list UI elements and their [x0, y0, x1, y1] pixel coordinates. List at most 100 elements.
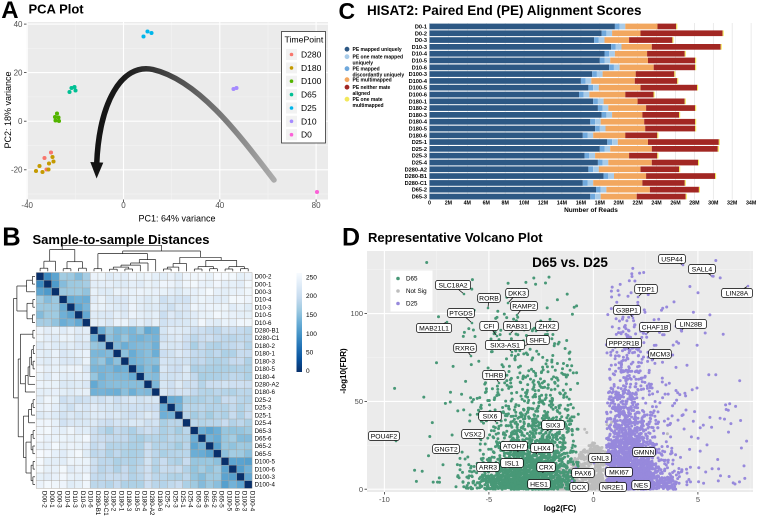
svg-text:D0-3: D0-3 [415, 38, 427, 44]
svg-text:20: 20 [14, 68, 23, 77]
svg-text:D25-4: D25-4 [187, 491, 194, 508]
svg-text:D65-2: D65-2 [255, 443, 272, 450]
svg-text:PC1: 64% variance: PC1: 64% variance [138, 214, 215, 224]
svg-text:D25-4: D25-4 [412, 161, 428, 167]
svg-text:D10-4: D10-4 [63, 491, 70, 508]
svg-text:aligned: aligned [353, 91, 371, 97]
svg-text:D180-1: D180-1 [117, 491, 124, 512]
svg-text:D280-C1: D280-C1 [102, 491, 109, 516]
svg-text:D25-2: D25-2 [255, 397, 272, 404]
svg-text:30M: 30M [708, 201, 719, 207]
svg-text:D25-2: D25-2 [164, 491, 171, 508]
svg-text:6M: 6M [483, 201, 491, 207]
svg-text:D25-4: D25-4 [255, 420, 272, 427]
svg-text:D180-4: D180-4 [255, 374, 276, 381]
svg-text:D00-2: D00-2 [255, 274, 272, 281]
svg-text:18M: 18M [595, 201, 606, 207]
svg-text:D180-5: D180-5 [409, 127, 427, 133]
svg-text:0: 0 [18, 117, 23, 126]
svg-text:D180-3: D180-3 [409, 113, 427, 119]
svg-text:PC2: 18% variance: PC2: 18% variance [3, 71, 13, 148]
svg-text:C: C [339, 0, 356, 24]
svg-text:D280-B1: D280-B1 [405, 174, 427, 180]
svg-text:80: 80 [312, 201, 321, 210]
svg-text:PE multimapped: PE multimapped [353, 78, 392, 84]
svg-text:discordantly uniquely: discordantly uniquely [353, 73, 405, 79]
svg-text:D100-6: D100-6 [255, 466, 276, 473]
svg-text:D180-6: D180-6 [255, 389, 276, 396]
svg-text:D100-4: D100-4 [255, 482, 276, 489]
svg-text:0: 0 [121, 201, 126, 210]
svg-text:D10-4: D10-4 [255, 297, 272, 304]
svg-text:100: 100 [306, 331, 317, 338]
svg-text:D180-1: D180-1 [255, 351, 276, 358]
svg-text:Sample-to-sample Distances: Sample-to-sample Distances [33, 232, 210, 247]
svg-text:4M: 4M [464, 201, 472, 207]
svg-text:PE one mate mapped: PE one mate mapped [353, 55, 404, 61]
svg-text:D25-3: D25-3 [255, 405, 272, 412]
svg-text:D180-2: D180-2 [110, 491, 117, 512]
svg-text:D100-6: D100-6 [233, 491, 240, 512]
svg-text:uniquely: uniquely [353, 61, 374, 67]
svg-text:D65-5: D65-5 [255, 451, 272, 458]
svg-text:D10-5: D10-5 [412, 59, 427, 65]
svg-text:D25-1: D25-1 [255, 412, 272, 419]
svg-text:D65-3: D65-3 [412, 195, 427, 201]
svg-text:D00-1: D00-1 [48, 491, 55, 508]
svg-text:A: A [1, 0, 18, 24]
svg-text:D00-3: D00-3 [56, 491, 63, 508]
svg-text:32M: 32M [727, 201, 738, 207]
svg-text:Number of Reads: Number of Reads [564, 207, 618, 214]
svg-text:D0-1: D0-1 [415, 25, 427, 31]
svg-text:PE neither mate: PE neither mate [353, 85, 391, 91]
svg-text:16M: 16M [576, 201, 587, 207]
svg-text:D100-5: D100-5 [409, 86, 427, 92]
svg-text:D10-6: D10-6 [87, 491, 94, 508]
svg-text:D25: D25 [301, 103, 317, 113]
svg-text:D100-5: D100-5 [255, 459, 276, 466]
svg-text:D10-4: D10-4 [412, 52, 428, 58]
svg-text:D25-1: D25-1 [179, 491, 186, 508]
svg-text:D280: D280 [301, 50, 322, 60]
svg-text:D0: D0 [301, 130, 312, 140]
svg-text:D25-2: D25-2 [412, 147, 427, 153]
svg-text:D180-3: D180-3 [255, 358, 276, 365]
svg-text:B: B [2, 225, 20, 252]
svg-text:26M: 26M [670, 201, 681, 207]
svg-text:D00-2: D00-2 [40, 491, 47, 508]
svg-text:0: 0 [306, 368, 310, 375]
svg-text:50: 50 [306, 350, 314, 357]
svg-text:D65-6: D65-6 [255, 436, 272, 443]
svg-text:D10-5: D10-5 [255, 312, 272, 319]
svg-text:PE one mate: PE one mate [353, 97, 383, 103]
svg-text:D180-3: D180-3 [125, 491, 132, 512]
svg-text:D180-1: D180-1 [409, 99, 427, 105]
svg-text:D100-3: D100-3 [409, 72, 427, 78]
svg-text:D10-5: D10-5 [79, 491, 86, 508]
svg-text:D25-3: D25-3 [412, 154, 427, 160]
svg-text:14M: 14M [557, 201, 568, 207]
svg-text:PCA Plot: PCA Plot [29, 2, 85, 17]
svg-text:2M: 2M [445, 201, 453, 207]
svg-text:D100-4: D100-4 [248, 491, 255, 512]
svg-text:D25-1: D25-1 [412, 140, 427, 146]
svg-text:D280-C1: D280-C1 [405, 181, 427, 187]
svg-text:D65-6: D65-6 [202, 491, 209, 508]
svg-text:20M: 20M [614, 201, 625, 207]
svg-text:D100: D100 [301, 76, 322, 86]
svg-text:28M: 28M [689, 201, 700, 207]
svg-text:D180-6: D180-6 [409, 133, 427, 139]
svg-text:D280-A2: D280-A2 [255, 382, 280, 389]
svg-text:multimapped: multimapped [353, 103, 384, 109]
svg-text:D25-3: D25-3 [171, 491, 178, 508]
svg-text:D280-B1: D280-B1 [255, 328, 280, 335]
svg-text:D00-1: D00-1 [255, 281, 272, 288]
svg-text:250: 250 [306, 275, 317, 282]
svg-text:D180-4: D180-4 [141, 491, 148, 512]
svg-text:HISAT2: Paired End (PE) Alignm: HISAT2: Paired End (PE) Alignment Scores [367, 3, 642, 18]
svg-text:D180-2: D180-2 [255, 343, 276, 350]
svg-text:200: 200 [306, 293, 317, 300]
svg-text:D180: D180 [301, 63, 322, 73]
svg-text:D10-3: D10-3 [255, 304, 272, 311]
svg-text:D10: D10 [301, 116, 317, 126]
